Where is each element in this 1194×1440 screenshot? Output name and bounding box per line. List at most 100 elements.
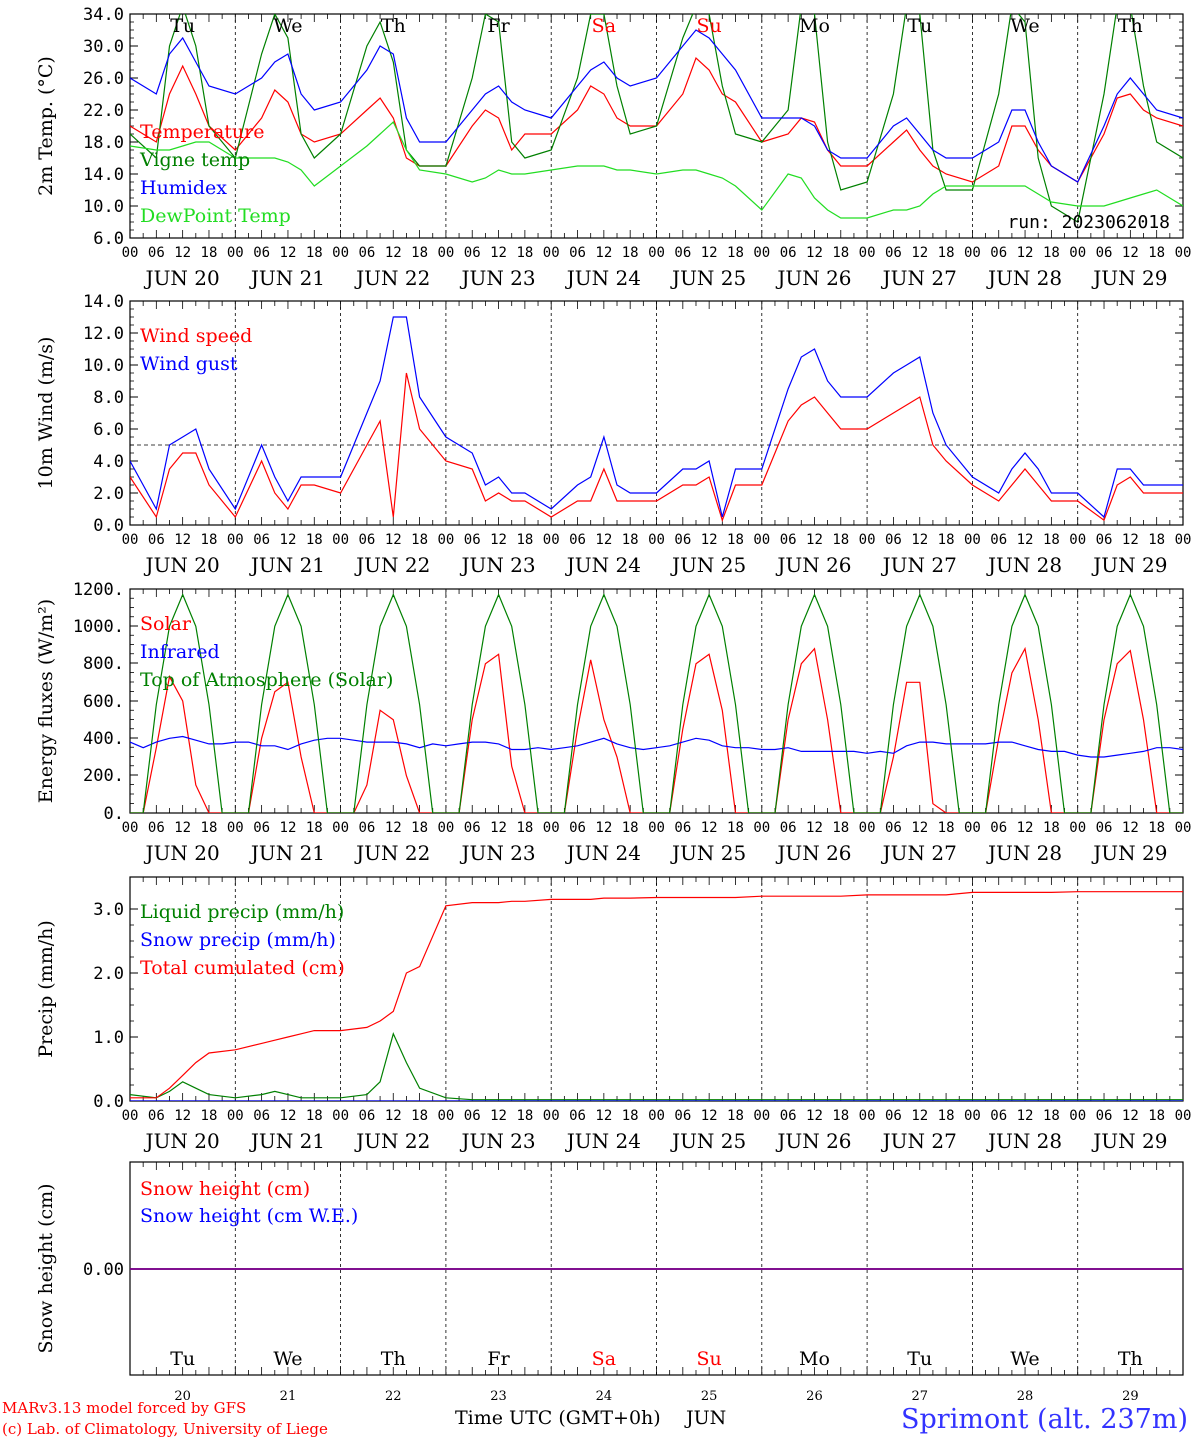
hour-label: 06 [1096, 245, 1113, 261]
hour-label: 18 [1148, 245, 1165, 261]
hour-label: 18 [1043, 820, 1060, 836]
y-tick-label: 0.0 [93, 1092, 124, 1112]
date-label: JUN 28 [986, 553, 1062, 577]
y-axis-title: Precip (mm/h) [35, 920, 57, 1058]
hour-label: 12 [174, 820, 191, 836]
hour-label: 06 [358, 820, 375, 836]
hour-label: 18 [306, 820, 323, 836]
hour-label: 18 [411, 245, 428, 261]
hour-label: 06 [1096, 532, 1113, 548]
hour-label: 00 [1069, 820, 1086, 836]
hour-label: 06 [885, 532, 902, 548]
y-tick-label: 2.0 [93, 484, 124, 504]
date-label: JUN 24 [565, 266, 641, 290]
hour-label: 18 [622, 820, 639, 836]
hour-label: 18 [938, 245, 955, 261]
y-axis-title: 10m Wind (m/s) [35, 337, 57, 490]
date-label: JUN 20 [144, 553, 220, 577]
hour-label: 00 [964, 245, 981, 261]
hour-label: 00 [859, 245, 876, 261]
y-tick-label: 600. [83, 692, 124, 712]
day-label: Th [381, 15, 406, 37]
date-label: JUN 29 [1091, 553, 1167, 577]
day-label: Th [381, 1348, 406, 1370]
hour-label: 12 [911, 245, 928, 261]
hour-label: 00 [543, 532, 560, 548]
hour-label: 12 [1017, 820, 1034, 836]
hour-label: 06 [674, 245, 691, 261]
date-label: JUN 22 [354, 841, 430, 865]
hour-label: 00 [1175, 245, 1192, 261]
hour-label: 12 [911, 1108, 928, 1124]
hour-label: 18 [411, 1108, 428, 1124]
hour-label: 06 [464, 532, 481, 548]
hour-label: 06 [885, 820, 902, 836]
hour-label: 12 [385, 245, 402, 261]
day-label: We [273, 15, 302, 37]
date-label: JUN 23 [459, 841, 535, 865]
panel-4: 0.0 1.0 2.0 3.0 Precip (mm/h) Liquid precip (… [35, 876, 1191, 1153]
date-label: JUN 20 [144, 841, 220, 865]
date-label: JUN 28 [986, 1129, 1062, 1153]
hour-label: 06 [569, 532, 586, 548]
hour-label: 06 [780, 820, 797, 836]
hour-label: 06 [464, 820, 481, 836]
date-label: JUN 20 [144, 1129, 220, 1153]
hour-label: 18 [832, 820, 849, 836]
hour-label: 18 [411, 820, 428, 836]
hour-label: 06 [148, 820, 165, 836]
day-number-label: 25 [701, 1389, 718, 1404]
hour-label: 06 [990, 245, 1007, 261]
hour-label: 06 [253, 820, 270, 836]
series-line-wind-speed [130, 372, 1183, 523]
day-label: Fr [487, 1348, 510, 1370]
date-label: JUN 29 [1091, 1129, 1167, 1153]
hour-label: 18 [516, 245, 533, 261]
legend-entry: Vigne temp [139, 149, 250, 171]
hour-label: 18 [938, 820, 955, 836]
date-label: JUN 25 [670, 1129, 746, 1153]
hour-label: 12 [806, 820, 823, 836]
day-number-label: 29 [1122, 1389, 1139, 1404]
y-tick-label: 1.0 [93, 1028, 124, 1048]
hour-label: 12 [280, 532, 297, 548]
date-label: JUN 27 [881, 841, 957, 865]
plot-frame [129, 588, 1184, 814]
hour-label: 00 [1175, 532, 1192, 548]
hour-label: 12 [1122, 532, 1139, 548]
day-label: Mo [799, 15, 830, 37]
hour-label: 06 [569, 1108, 586, 1124]
y-tick-label: 4.0 [93, 452, 124, 472]
hour-label: 18 [727, 820, 744, 836]
day-number-label: 21 [280, 1389, 297, 1404]
hour-label: 12 [280, 245, 297, 261]
hour-label: 12 [806, 532, 823, 548]
hour-label: 12 [174, 245, 191, 261]
date-label: JUN 22 [354, 1129, 430, 1153]
hour-label: 00 [859, 532, 876, 548]
date-label: JUN 24 [565, 553, 641, 577]
day-label: Th [1118, 15, 1143, 37]
hour-label: 00 [648, 245, 665, 261]
hour-label: 12 [595, 532, 612, 548]
y-tick-label: 2.0 [93, 964, 124, 984]
hour-label: 00 [122, 820, 139, 836]
hour-label: 06 [780, 1108, 797, 1124]
y-tick-label: 12.0 [83, 324, 124, 344]
date-label: JUN 23 [459, 553, 535, 577]
hour-label: 06 [148, 532, 165, 548]
hour-label: 18 [306, 532, 323, 548]
y-tick-label: 200. [83, 766, 124, 786]
hour-label: 18 [516, 820, 533, 836]
hour-label: 00 [1175, 820, 1192, 836]
panel-2: 0.0 2.0 4.0 6.0 8.0 10.0 12.0 14.0 10m Wind (m/s… [35, 292, 1191, 577]
hour-label: 18 [727, 532, 744, 548]
day-label: We [1010, 1348, 1039, 1370]
hour-label: 06 [253, 532, 270, 548]
series-line-top-of-atmosphere-solar [130, 593, 1183, 813]
hour-label: 06 [358, 1108, 375, 1124]
hour-label: 18 [622, 245, 639, 261]
hour-label: 12 [385, 1108, 402, 1124]
legend-entry: Snow height (cm W.E.) [140, 1205, 358, 1227]
day-label: Tu [907, 15, 932, 37]
